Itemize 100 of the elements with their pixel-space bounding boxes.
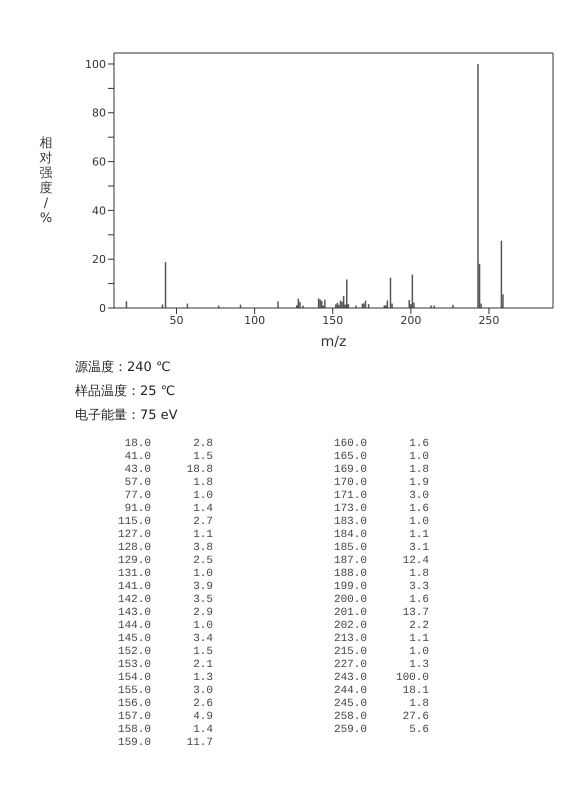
text: 13.7 xyxy=(402,607,429,620)
text: 201.0 xyxy=(332,607,367,620)
x-axis-title: m/z xyxy=(320,334,346,350)
text: 243.0 xyxy=(332,672,367,685)
text: 154.0 xyxy=(116,672,151,685)
text: 144.0 xyxy=(116,620,151,633)
text: 1.0 xyxy=(192,620,213,633)
text: 12.4 xyxy=(402,555,429,568)
text: 2.9 xyxy=(192,607,213,620)
text: 3.0 xyxy=(192,685,213,698)
text: 160.0 xyxy=(332,438,367,451)
x-tick-label: 150 xyxy=(322,314,344,327)
text: 1.8 xyxy=(408,698,429,711)
text: 1.5 xyxy=(192,451,213,464)
text: 27.6 xyxy=(402,711,429,724)
text: 1.9 xyxy=(408,477,429,490)
text: 2.5 xyxy=(192,555,213,568)
y-axis-title: 相对强度/% xyxy=(38,136,54,226)
y-tick-label: 100 xyxy=(85,58,106,71)
text: 电子能量：75 eV xyxy=(75,407,178,425)
text: 1.5 xyxy=(192,646,213,659)
text: 259.0 xyxy=(332,724,367,737)
text: 1.0 xyxy=(408,451,429,464)
text: 1.3 xyxy=(192,672,213,685)
text: 11.7 xyxy=(186,737,213,750)
text: 3.0 xyxy=(408,490,429,503)
text: 3.8 xyxy=(192,542,213,555)
text: 131.0 xyxy=(116,568,151,581)
text: 源温度：240 ℃ xyxy=(75,359,172,377)
text: 2.7 xyxy=(192,516,213,529)
text: 171.0 xyxy=(332,490,367,503)
text: 2.2 xyxy=(408,620,429,633)
text: 41.0 xyxy=(124,451,151,464)
text: 165.0 xyxy=(332,451,367,464)
text: 143.0 xyxy=(116,607,151,620)
text: 1.0 xyxy=(192,490,213,503)
text: 156.0 xyxy=(116,698,151,711)
text: 1.1 xyxy=(408,633,429,646)
text: 1.0 xyxy=(192,568,213,581)
text: 1.1 xyxy=(192,529,213,542)
text: 5.6 xyxy=(408,724,429,737)
text: 158.0 xyxy=(116,724,151,737)
text: 258.0 xyxy=(332,711,367,724)
text: 57.0 xyxy=(124,477,151,490)
text: 样品温度：25 ℃ xyxy=(75,383,176,401)
text: 213.0 xyxy=(332,633,367,646)
x-tick-label: 100 xyxy=(244,314,266,327)
text: 169.0 xyxy=(332,464,367,477)
text: 3.3 xyxy=(408,581,429,594)
y-tick-label: 40 xyxy=(92,204,106,218)
text: 202.0 xyxy=(332,620,367,633)
x-tick-label: 250 xyxy=(478,314,500,327)
text: 1.6 xyxy=(408,503,429,516)
text: 173.0 xyxy=(332,503,367,516)
text: 183.0 xyxy=(332,516,367,529)
text: 170.0 xyxy=(332,477,367,490)
text: 142.0 xyxy=(116,594,151,607)
text: 1.0 xyxy=(408,646,429,659)
text: 43.0 xyxy=(124,464,151,477)
text: 18.8 xyxy=(186,464,213,477)
text: 245.0 xyxy=(332,698,367,711)
text: 187.0 xyxy=(332,555,367,568)
text: 215.0 xyxy=(332,646,367,659)
text: 1.3 xyxy=(408,659,429,672)
text: 188.0 xyxy=(332,568,367,581)
text: 128.0 xyxy=(116,542,151,555)
text: 153.0 xyxy=(116,659,151,672)
text: 141.0 xyxy=(116,581,151,594)
text: 1.6 xyxy=(408,438,429,451)
text: 3.4 xyxy=(192,633,213,646)
text: 1.0 xyxy=(408,516,429,529)
text: 159.0 xyxy=(116,737,151,750)
text: 155.0 xyxy=(116,685,151,698)
text: 1.8 xyxy=(408,568,429,581)
text: 244.0 xyxy=(332,685,367,698)
text: 145.0 xyxy=(116,633,151,646)
text: 18.1 xyxy=(402,685,429,698)
x-tick-label: 50 xyxy=(169,314,184,327)
text: 4.9 xyxy=(192,711,213,724)
text: 227.0 xyxy=(332,659,367,672)
text: 127.0 xyxy=(116,529,151,542)
text: 18.0 xyxy=(124,438,151,451)
text: 200.0 xyxy=(332,594,367,607)
y-tick-label: 0 xyxy=(99,302,106,315)
text: 2.6 xyxy=(192,698,213,711)
text: 184.0 xyxy=(332,529,367,542)
y-tick-label: 60 xyxy=(92,155,106,168)
text: 157.0 xyxy=(116,711,151,724)
text: 91.0 xyxy=(124,503,151,516)
y-tick-label: 80 xyxy=(92,106,106,120)
text: 100.0 xyxy=(394,672,429,685)
text: 3.1 xyxy=(408,542,429,555)
text: 2.1 xyxy=(192,659,213,672)
text: 115.0 xyxy=(116,516,151,529)
text: 3.5 xyxy=(192,594,213,607)
text: 2.8 xyxy=(192,438,213,451)
x-tick-label: 200 xyxy=(400,314,422,327)
text: 1.4 xyxy=(192,724,213,737)
text: 3.9 xyxy=(192,581,213,594)
text: 152.0 xyxy=(116,646,151,659)
